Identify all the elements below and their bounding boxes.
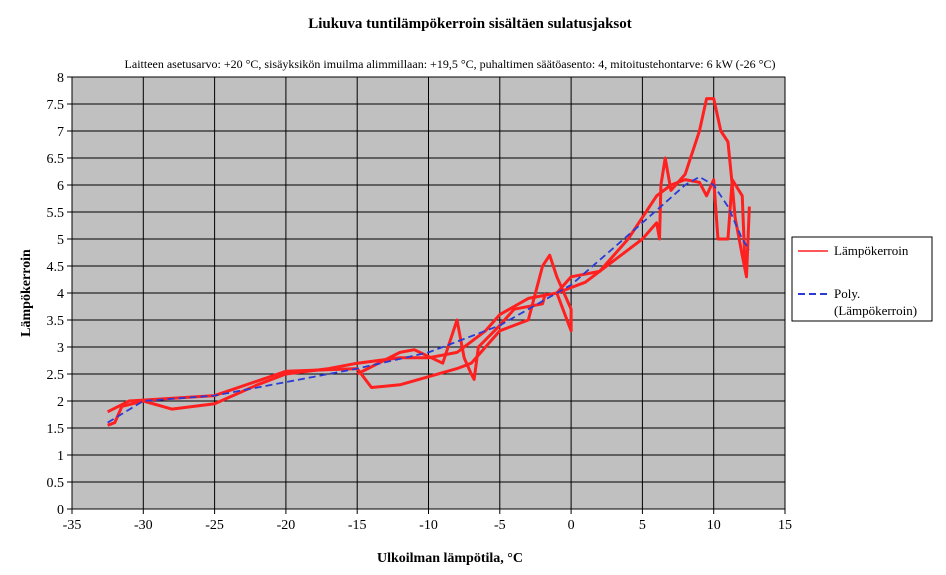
x-tick-label: -10: [419, 518, 438, 533]
chart-subtitle: Laitteen asetusarvo: +20 °C, sisäyksikön…: [125, 57, 776, 71]
y-axis-label: Lämpökerroin: [19, 249, 34, 337]
y-tick-label: 4.5: [47, 260, 65, 275]
x-axis-label: Ulkoilman lämpötila, °C: [377, 551, 523, 566]
y-tick-label: 2: [57, 395, 64, 410]
y-tick-label: 1: [57, 449, 64, 464]
y-tick-label: 0.5: [47, 476, 65, 491]
series-line-lampokerroin: [106, 178, 747, 414]
legend-label-trend-2: (Lämpökerroin): [834, 303, 917, 318]
x-tick-label: -20: [277, 518, 296, 533]
x-tick-label: -25: [205, 518, 224, 533]
x-tick-label: 5: [639, 518, 646, 533]
x-tick-label: -35: [63, 518, 82, 533]
y-tick-label: 0: [57, 503, 64, 518]
y-tick-label: 8: [57, 71, 64, 86]
y-tick-label: 6: [57, 179, 64, 194]
legend-label-trend-1: Poly.: [834, 286, 860, 301]
x-tick-label: 0: [568, 518, 575, 533]
y-tick-label: 7: [57, 125, 64, 140]
x-tick-label: 15: [778, 518, 792, 533]
y-tick-label: 2.5: [47, 368, 65, 383]
y-tick-label: 3: [57, 341, 64, 356]
legend-label-series: Lämpökerroin: [834, 243, 909, 258]
y-tick-label: 1.5: [47, 422, 65, 437]
y-tick-label: 7.5: [47, 98, 65, 113]
x-tick-label: -5: [494, 518, 506, 533]
trend-line-poly: [107, 175, 751, 424]
y-tick-label: 5.5: [47, 206, 65, 221]
y-tick-label: 4: [57, 287, 64, 302]
y-tick-label: 5: [57, 233, 64, 248]
y-tick-label: 6.5: [47, 152, 65, 167]
series-line-lampokerroin: [356, 292, 547, 381]
x-tick-label: -30: [134, 518, 153, 533]
legend: Lämpökerroin Poly. (Lämpökerroin): [791, 236, 933, 322]
chart-title: Liukuva tuntilämpökerroin sisältäen sula…: [308, 16, 632, 32]
x-tick-label: -15: [348, 518, 367, 533]
x-tick-label: 10: [707, 518, 721, 533]
y-tick-label: 3.5: [47, 314, 65, 329]
